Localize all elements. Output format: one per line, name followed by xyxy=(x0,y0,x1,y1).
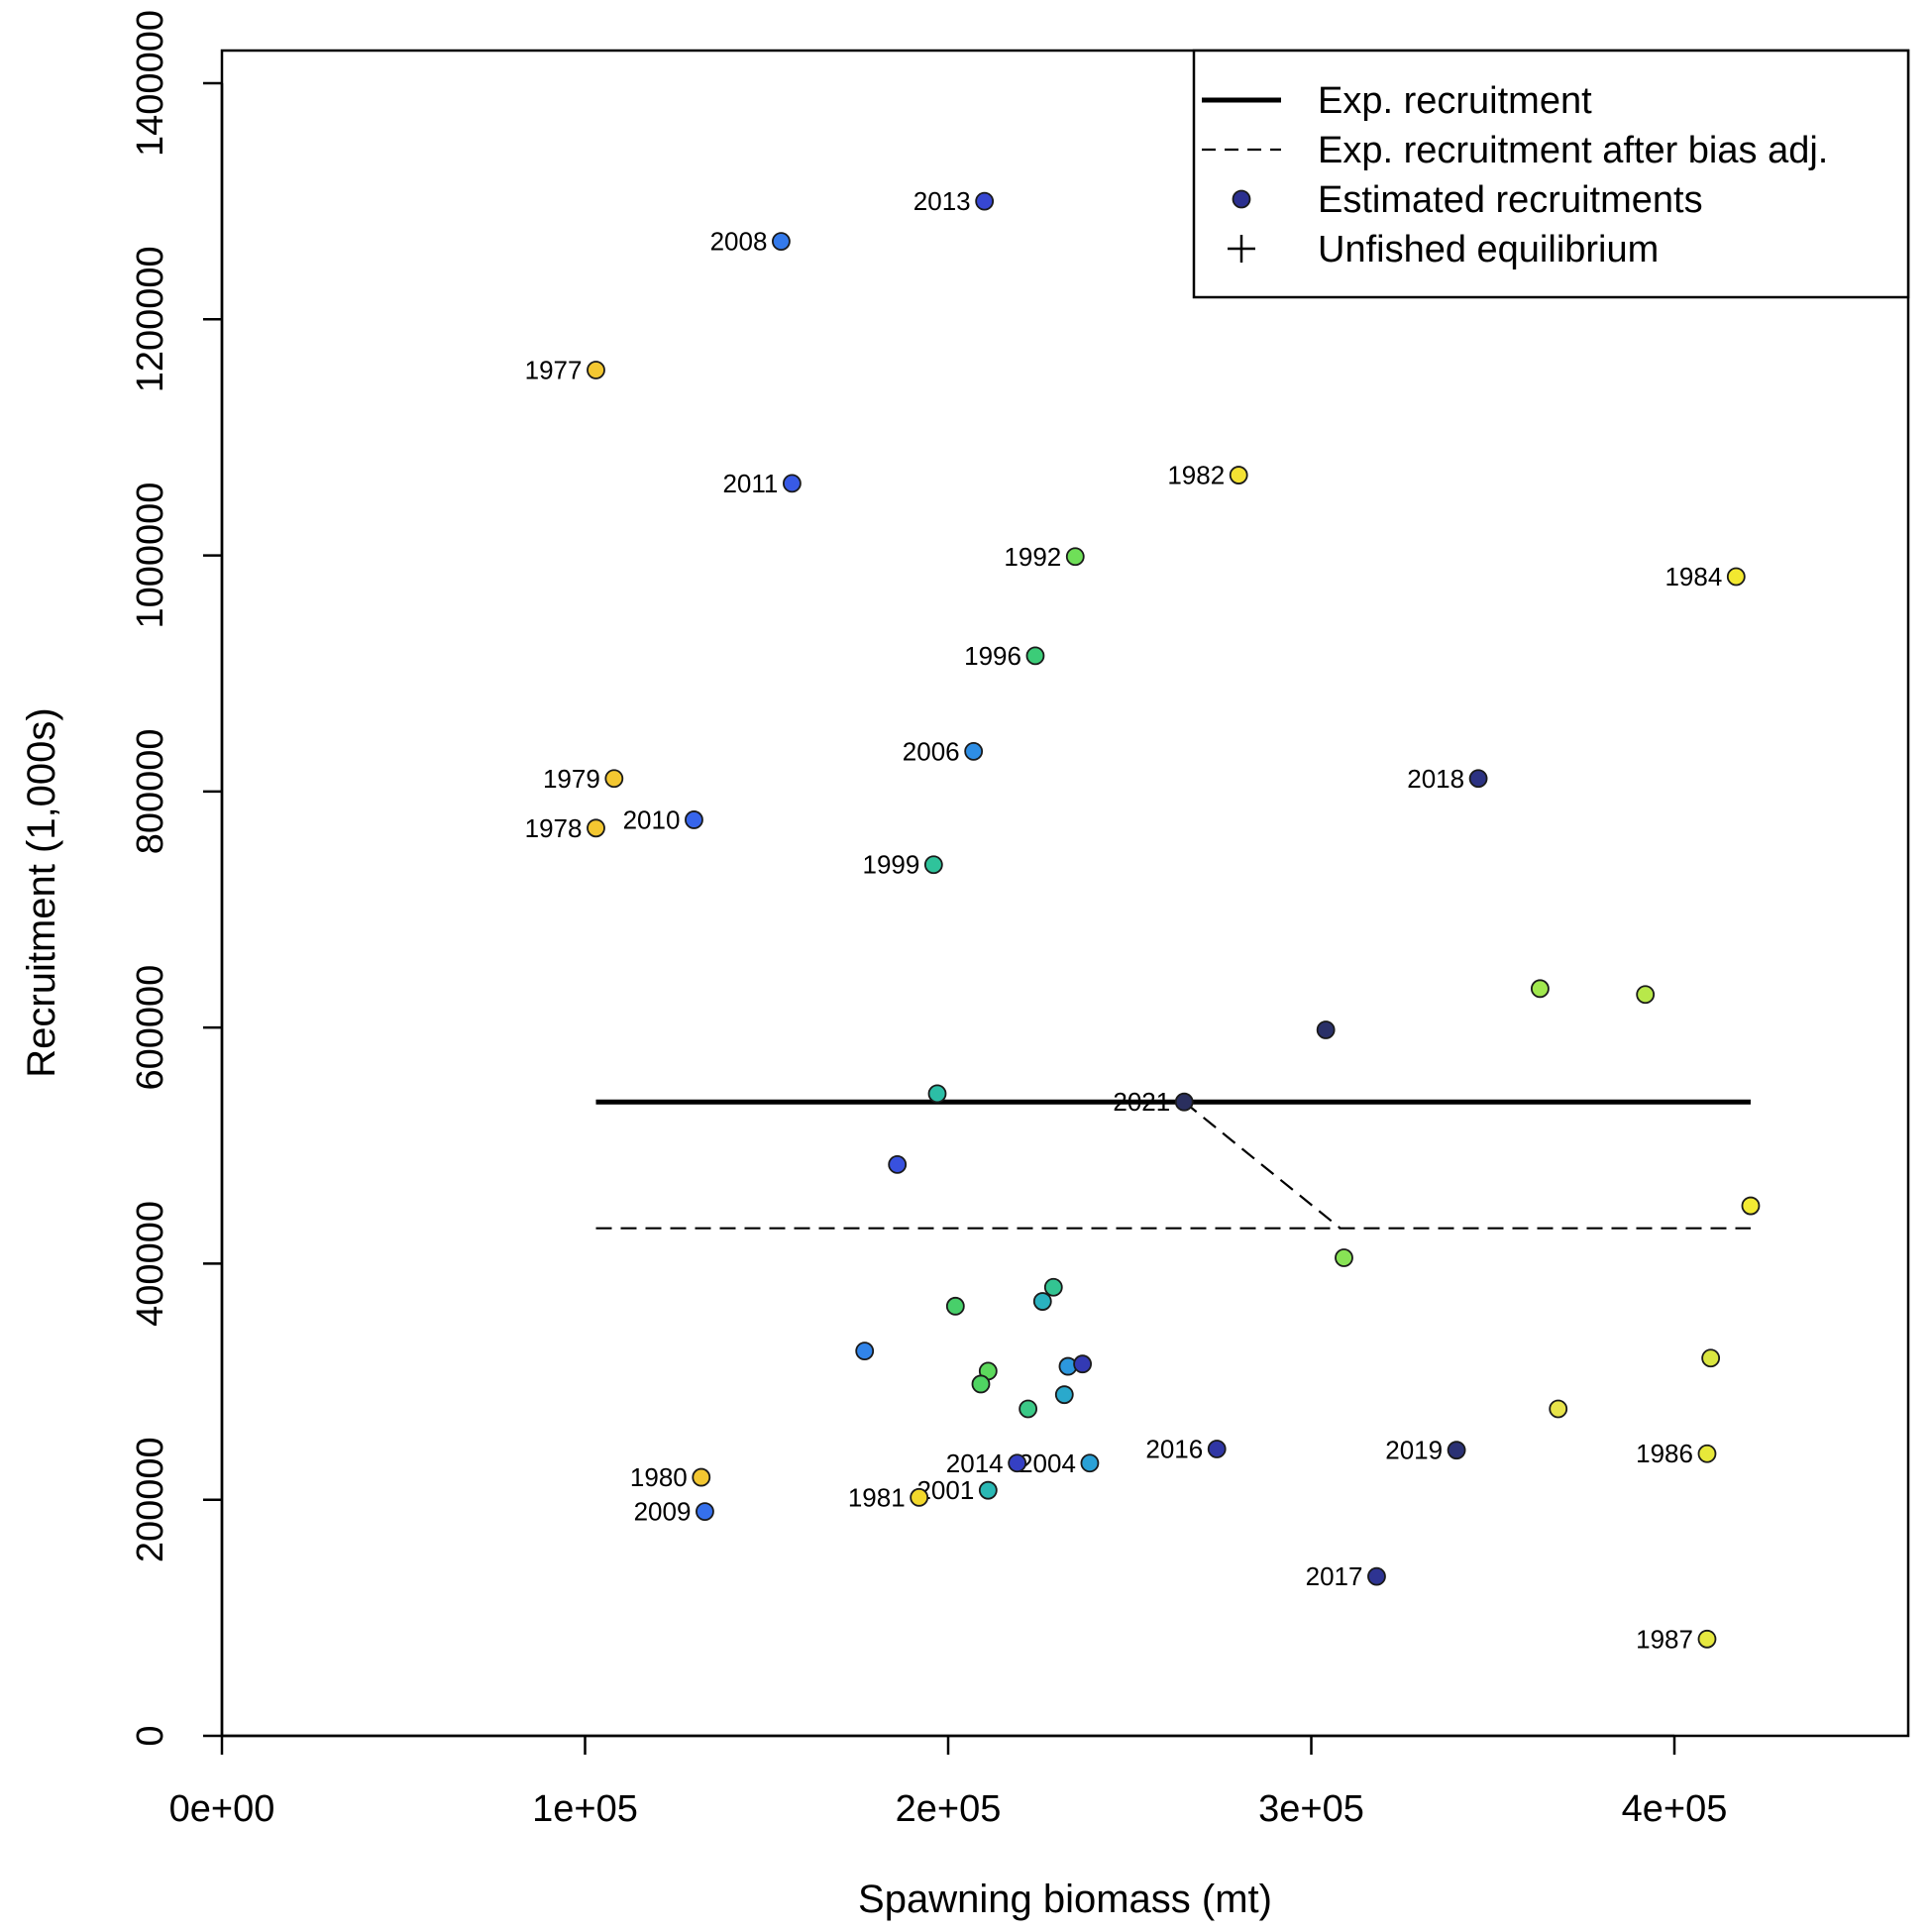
plot-frame xyxy=(220,49,1910,1738)
y-tick-label: 600000 xyxy=(130,965,171,1091)
point-year-label: 2016 xyxy=(1145,1434,1203,1463)
recruitment-point xyxy=(1065,547,1085,567)
point-year-label: 2009 xyxy=(634,1497,692,1527)
y-tick-label: 1000000 xyxy=(130,483,171,629)
exp-recruitment-bias-adj-line xyxy=(1183,1101,1342,1230)
x-tick-label: 3e+05 xyxy=(1258,1788,1364,1830)
recruitment-point xyxy=(1447,1441,1466,1460)
point-year-label: 2006 xyxy=(903,736,960,766)
recruitment-point xyxy=(1229,466,1248,484)
point-year-label: 1984 xyxy=(1664,562,1722,591)
x-tick-label: 1e+05 xyxy=(532,1788,638,1830)
recruitment-point xyxy=(772,232,791,252)
legend-label: Estimated recruitments xyxy=(1318,179,1703,221)
legend-label: Exp. recruitment xyxy=(1318,80,1592,122)
recruitment-point xyxy=(1316,1020,1336,1039)
recruitment-point xyxy=(975,191,995,211)
point-year-label: 2013 xyxy=(913,186,971,216)
point-year-label: 1979 xyxy=(543,764,600,794)
point-year-label: 1987 xyxy=(1636,1624,1693,1654)
legend-box xyxy=(1192,49,1910,299)
recruitment-point xyxy=(923,855,943,875)
recruitment-point xyxy=(783,474,802,493)
point-year-label: 1999 xyxy=(862,850,919,880)
recruitment-point xyxy=(1207,1440,1227,1458)
recruitment-point xyxy=(1073,1354,1093,1374)
recruitment-point xyxy=(978,1480,998,1500)
legend-circle-marker xyxy=(1232,189,1251,209)
recruitment-point xyxy=(692,1467,711,1487)
point-year-label: 2019 xyxy=(1385,1436,1443,1465)
recruitment-point xyxy=(855,1342,875,1360)
point-year-label: 1982 xyxy=(1167,461,1225,490)
point-year-label: 2014 xyxy=(946,1449,1004,1478)
point-labels: 1977 1978 1979 1980 1981 1982 1984 1986 1987 1992… xyxy=(525,186,1723,1654)
recruitment-point xyxy=(1636,985,1656,1005)
recruitment-point xyxy=(1530,979,1550,999)
recruitment-point xyxy=(1468,769,1488,789)
point-year-label: 1980 xyxy=(630,1462,688,1492)
recruitment-point xyxy=(1335,1248,1353,1267)
point-year-label: 2008 xyxy=(710,227,768,257)
recruitment-point xyxy=(1032,1292,1052,1311)
recruitment-point xyxy=(1019,1399,1038,1419)
y-tick-label: 400000 xyxy=(130,1201,171,1327)
recruitment-point xyxy=(1043,1277,1063,1297)
recruitment-point xyxy=(910,1487,929,1507)
point-year-label: 1986 xyxy=(1636,1439,1693,1468)
recruitment-point xyxy=(888,1154,908,1174)
point-year-label: 2010 xyxy=(623,805,681,834)
point-year-label: 1992 xyxy=(1004,542,1061,572)
recruitment-point xyxy=(1741,1196,1761,1216)
point-year-label: 1981 xyxy=(848,1482,906,1512)
recruitment-point xyxy=(1025,646,1045,666)
legend-label: Unfished equilibrium xyxy=(1318,229,1659,270)
recruitment-point xyxy=(696,1502,714,1522)
y-tick-label: 1200000 xyxy=(130,246,171,392)
recruitment-point xyxy=(964,741,984,761)
expected-recruitment-lines xyxy=(595,1099,1751,1230)
point-year-label: 2017 xyxy=(1306,1561,1363,1591)
x-axis: 0e+00 1e+05 2e+05 3e+05 4e+05 xyxy=(169,1734,1728,1830)
recruitment-point xyxy=(1367,1566,1386,1586)
x-axis-title: Spawning biomass (mt) xyxy=(858,1878,1272,1921)
y-tick-label: 200000 xyxy=(130,1437,171,1562)
x-tick-label: 4e+05 xyxy=(1622,1788,1728,1830)
recruitment-point xyxy=(945,1296,965,1316)
recruitment-point xyxy=(1549,1399,1568,1419)
recruitment-point xyxy=(1174,1092,1194,1112)
recruitment-point xyxy=(1697,1444,1717,1463)
recruitment-point xyxy=(587,818,605,838)
y-tick-label: 0 xyxy=(130,1725,171,1746)
recruitment-point xyxy=(1697,1629,1717,1649)
point-year-label: 1978 xyxy=(525,813,583,843)
recruitment-point xyxy=(1701,1348,1721,1368)
recruitment-point xyxy=(604,769,624,789)
recruitment-point xyxy=(1008,1453,1027,1473)
point-year-label: 1996 xyxy=(964,641,1021,671)
y-tick-label: 800000 xyxy=(130,728,171,854)
x-tick-label: 2e+05 xyxy=(896,1788,1002,1830)
recruitment-point xyxy=(1080,1453,1100,1473)
point-year-label: 2018 xyxy=(1407,764,1464,794)
recruitment-point xyxy=(927,1084,947,1104)
point-year-label: 2011 xyxy=(722,469,778,498)
recruitment-points xyxy=(587,191,1761,1649)
y-axis-title: Recruitment (1,000s) xyxy=(20,707,63,1077)
recruitment-point xyxy=(685,810,703,829)
recruitment-point xyxy=(1726,567,1746,587)
legend: Exp. recruitment Exp. recruitment after b… xyxy=(1192,49,1910,299)
y-tick-label: 1400000 xyxy=(130,10,171,157)
recruitment-point xyxy=(971,1374,991,1394)
point-year-label: 1977 xyxy=(525,356,583,385)
point-year-label: 2004 xyxy=(1019,1449,1076,1478)
recruitment-point xyxy=(1054,1385,1074,1405)
recruitment-point xyxy=(587,361,605,379)
x-tick-label: 0e+00 xyxy=(169,1788,275,1830)
legend-label: Exp. recruitment after bias adj. xyxy=(1318,130,1828,171)
point-year-label: 2021 xyxy=(1113,1087,1170,1117)
y-axis: 0 200000 400000 600000 800000 1000000 1200000 1… xyxy=(130,10,224,1747)
